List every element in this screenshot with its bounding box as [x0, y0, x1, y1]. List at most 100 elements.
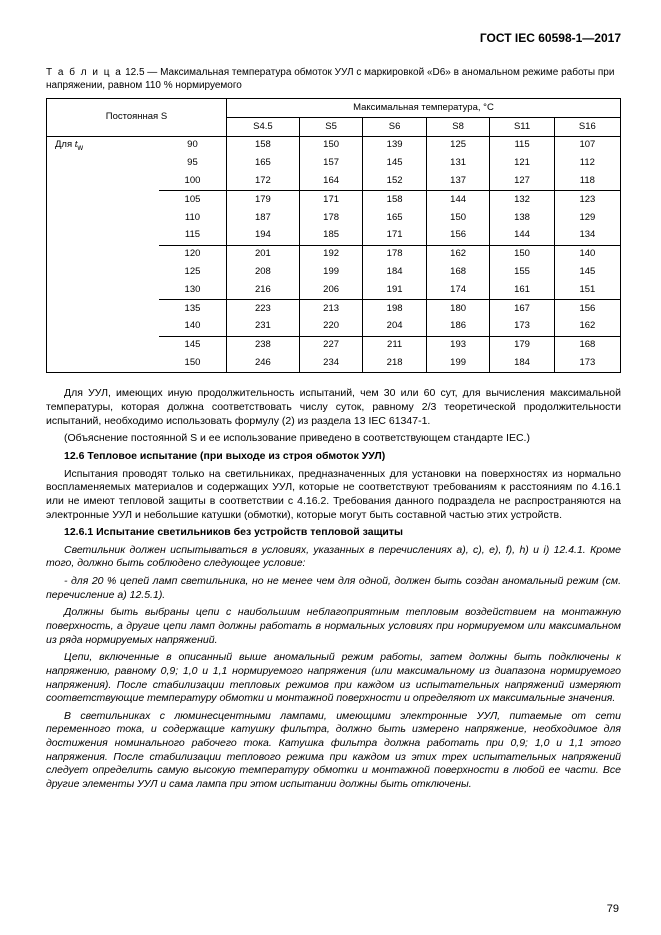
- cell-value: 155: [490, 264, 554, 282]
- cell-value: 206: [299, 281, 363, 299]
- cell-value: 129: [554, 209, 620, 227]
- cell-value: 150: [490, 245, 554, 263]
- para-1: Для УУЛ, имеющих иную продолжительность …: [46, 387, 621, 428]
- cell-value: 180: [426, 300, 490, 318]
- cell-value: 134: [554, 227, 620, 245]
- cell-key: 140: [159, 318, 226, 336]
- cell-value: 121: [490, 155, 554, 173]
- para-6: Должны быть выбраны цепи с наибольшим не…: [46, 606, 621, 647]
- cell-key: 125: [159, 264, 226, 282]
- cell-value: 156: [426, 227, 490, 245]
- cell-value: 144: [490, 227, 554, 245]
- cell-value: 201: [226, 245, 299, 263]
- cell-value: 144: [426, 191, 490, 209]
- cell-value: 138: [490, 209, 554, 227]
- cell-key: 135: [159, 300, 226, 318]
- cell-value: 231: [226, 318, 299, 336]
- cell-value: 198: [363, 300, 427, 318]
- table-body: Для tw9015815013912511510795165157145131…: [47, 136, 621, 373]
- th-max-temp: Максимальная температура, °С: [226, 99, 620, 118]
- cell-value: 172: [226, 172, 299, 190]
- para-2: (Объяснение постоянной S и ее использова…: [46, 432, 621, 446]
- cell-value: 127: [490, 172, 554, 190]
- cell-value: 234: [299, 355, 363, 373]
- cell-value: 238: [226, 336, 299, 354]
- cell-key: 90: [159, 136, 226, 154]
- section-12-6-title: 12.6 Тепловое испытание (при выходе из с…: [46, 450, 621, 464]
- doc-header: ГОСТ IEC 60598-1—2017: [46, 30, 621, 46]
- cell-value: 168: [426, 264, 490, 282]
- cell-value: 158: [363, 191, 427, 209]
- cell-value: 115: [490, 136, 554, 154]
- cell-value: 171: [363, 227, 427, 245]
- page-number: 79: [607, 902, 619, 917]
- th-constant-s: Постоянная S: [47, 99, 227, 137]
- table-row: Для tw90158150139125115107: [47, 136, 621, 154]
- cell-key: 120: [159, 245, 226, 263]
- cell-value: 145: [363, 155, 427, 173]
- cell-value: 246: [226, 355, 299, 373]
- cell-value: 125: [426, 136, 490, 154]
- cell-value: 164: [299, 172, 363, 190]
- col-s5: S5: [299, 118, 363, 137]
- cell-value: 140: [554, 245, 620, 263]
- caption-prefix: Т а б л и ц а: [46, 67, 122, 78]
- cell-value: 150: [426, 209, 490, 227]
- cell-value: 139: [363, 136, 427, 154]
- cell-value: 150: [299, 136, 363, 154]
- cell-value: 131: [426, 155, 490, 173]
- row-label-tw: Для tw: [47, 136, 159, 373]
- cell-key: 145: [159, 336, 226, 354]
- table-caption: Т а б л и ц а 12.5 — Максимальная темпер…: [46, 66, 621, 92]
- cell-value: 174: [426, 281, 490, 299]
- cell-value: 173: [554, 355, 620, 373]
- cell-key: 150: [159, 355, 226, 373]
- cell-value: 186: [426, 318, 490, 336]
- cell-value: 112: [554, 155, 620, 173]
- caption-num: 12.5 —: [125, 67, 157, 78]
- cell-value: 173: [490, 318, 554, 336]
- cell-key: 110: [159, 209, 226, 227]
- body-text: Для УУЛ, имеющих иную продолжительность …: [46, 387, 621, 791]
- table-head: Постоянная S Максимальная температура, °…: [47, 99, 621, 137]
- cell-value: 216: [226, 281, 299, 299]
- cell-value: 220: [299, 318, 363, 336]
- cell-value: 185: [299, 227, 363, 245]
- cell-value: 152: [363, 172, 427, 190]
- cell-value: 194: [226, 227, 299, 245]
- cell-key: 115: [159, 227, 226, 245]
- cell-value: 178: [363, 245, 427, 263]
- page: ГОСТ IEC 60598-1—2017 Т а б л и ц а 12.5…: [0, 0, 661, 935]
- cell-value: 184: [363, 264, 427, 282]
- para-7: Цепи, включенные в описанный выше аномал…: [46, 651, 621, 706]
- cell-value: 184: [490, 355, 554, 373]
- cell-value: 178: [299, 209, 363, 227]
- col-s45: S4.5: [226, 118, 299, 137]
- cell-value: 167: [490, 300, 554, 318]
- cell-value: 158: [226, 136, 299, 154]
- cell-value: 162: [426, 245, 490, 263]
- cell-value: 151: [554, 281, 620, 299]
- cell-value: 199: [299, 264, 363, 282]
- cell-value: 204: [363, 318, 427, 336]
- col-s11: S11: [490, 118, 554, 137]
- col-s6: S6: [363, 118, 427, 137]
- cell-value: 211: [363, 336, 427, 354]
- cell-value: 156: [554, 300, 620, 318]
- para-3: Испытания проводят только на светильника…: [46, 468, 621, 523]
- cell-key: 105: [159, 191, 226, 209]
- cell-value: 223: [226, 300, 299, 318]
- cell-value: 107: [554, 136, 620, 154]
- cell-value: 213: [299, 300, 363, 318]
- cell-key: 130: [159, 281, 226, 299]
- col-s16: S16: [554, 118, 620, 137]
- cell-value: 218: [363, 355, 427, 373]
- cell-value: 192: [299, 245, 363, 263]
- cell-value: 171: [299, 191, 363, 209]
- cell-value: 208: [226, 264, 299, 282]
- cell-value: 145: [554, 264, 620, 282]
- cell-value: 168: [554, 336, 620, 354]
- cell-value: 137: [426, 172, 490, 190]
- cell-value: 157: [299, 155, 363, 173]
- cell-value: 193: [426, 336, 490, 354]
